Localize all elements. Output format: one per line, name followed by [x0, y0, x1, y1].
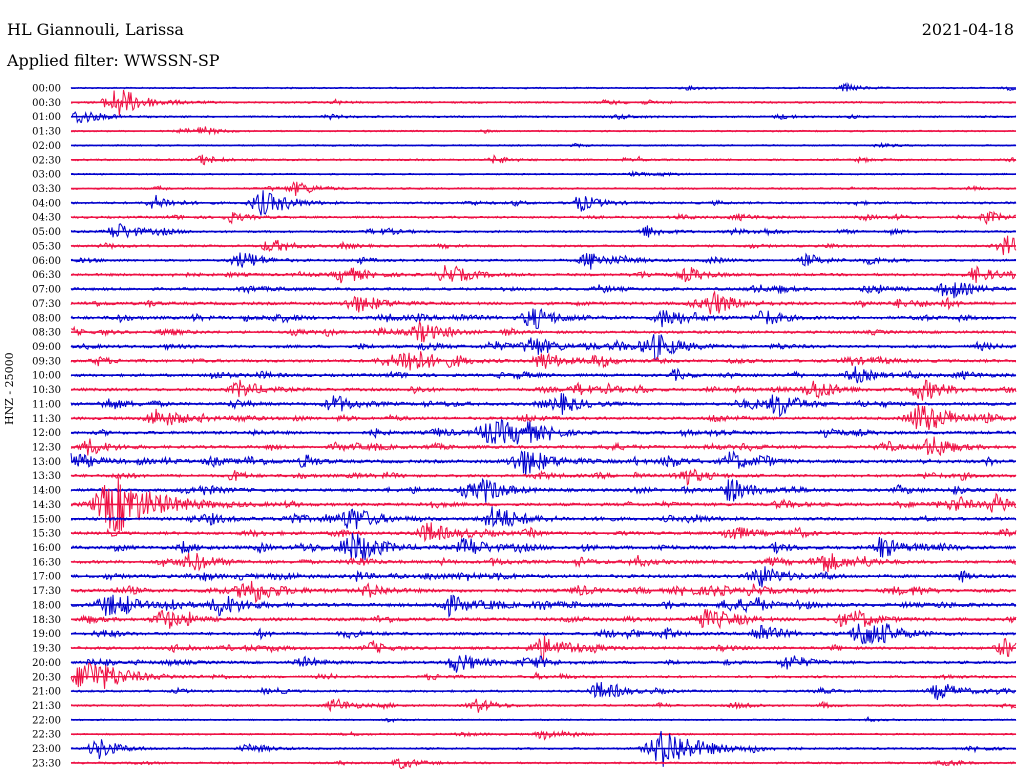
row-time-label: 22:00: [32, 715, 61, 726]
row-time-label: 15:30: [32, 529, 61, 540]
row-time-label: 04:30: [32, 213, 61, 224]
row-time-label: 20:00: [32, 658, 61, 669]
row-time-label: 21:30: [32, 701, 61, 712]
row-time-label: 21:00: [32, 687, 61, 698]
row-time-label: 03:30: [32, 184, 61, 195]
row-time-label: 02:30: [32, 155, 61, 166]
trace-2230: [70, 729, 1017, 741]
row-time-label: 23:00: [32, 744, 61, 755]
trace-1800: [70, 594, 1017, 619]
row-time-label: 01:00: [32, 112, 61, 123]
row-time-label: 13:00: [32, 457, 61, 468]
row-time-label: 03:00: [32, 170, 61, 181]
station-title: HL Giannouli, Larissa: [7, 20, 184, 39]
trace-1600: [71, 532, 1016, 562]
row-time-label: 08:00: [32, 313, 61, 324]
row-time-label: 20:30: [32, 672, 61, 683]
row-time-label: 09:30: [32, 356, 61, 367]
row-time-label: 18:00: [32, 600, 61, 611]
row-time-label: 18:30: [32, 615, 61, 626]
row-time-label: 09:00: [32, 342, 61, 353]
trace-1230: [70, 436, 1017, 457]
row-time-label: 15:00: [32, 514, 61, 525]
trace-1330: [70, 468, 1017, 486]
row-time-label: 12:00: [32, 428, 61, 439]
row-time-label: 10:30: [32, 385, 61, 396]
trace-0500: [70, 223, 1017, 239]
trace-1130: [70, 404, 1017, 430]
row-time-label: 00:30: [32, 98, 61, 109]
row-time-label: 19:30: [32, 644, 61, 655]
row-time-label: 00:00: [32, 84, 61, 95]
row-time-label: 14:00: [32, 486, 61, 497]
record-date: 2021-04-18: [921, 20, 1014, 39]
row-time-label: 08:30: [32, 328, 61, 339]
tick-label-group: 00:00 00:30 01:00 01:30 02:00 02:30 03:00 03:30…: [32, 84, 61, 770]
trace-1530: [70, 522, 1017, 543]
row-time-label: 11:30: [32, 414, 61, 425]
row-time-label: 10:00: [32, 371, 61, 382]
row-time-label: 06:30: [32, 270, 61, 281]
row-time-label: 11:00: [32, 399, 61, 410]
row-time-label: 07:00: [32, 285, 61, 296]
row-time-label: 06:00: [32, 256, 61, 267]
row-time-label: 16:00: [32, 543, 61, 554]
row-time-label: 04:00: [32, 198, 61, 209]
row-time-label: 13:30: [32, 471, 61, 482]
trace-1400: [70, 477, 1017, 503]
trace-group: [70, 82, 1017, 770]
row-time-label: 23:30: [32, 758, 61, 769]
row-time-label: 01:30: [32, 127, 61, 138]
row-time-label: 05:30: [32, 241, 61, 252]
row-time-label: 02:00: [32, 141, 61, 152]
trace-1500: [70, 506, 1017, 530]
trace-1000: [70, 366, 1017, 384]
trace-0930: [70, 351, 1017, 371]
row-time-label: 07:30: [32, 299, 61, 310]
row-time-label: 22:30: [32, 730, 61, 741]
row-time-label: 14:30: [32, 500, 61, 511]
row-time-label: 12:30: [32, 443, 61, 454]
row-time-label: 05:00: [32, 227, 61, 238]
trace-0700: [70, 282, 1017, 299]
row-time-label: 17:00: [32, 572, 61, 583]
trace-2330: [70, 758, 1017, 770]
row-time-label: 17:30: [32, 586, 61, 597]
row-time-label: 16:30: [32, 557, 61, 568]
trace-1930: [70, 635, 1017, 662]
row-time-label: 19:00: [32, 629, 61, 640]
trace-1300: [70, 449, 1016, 477]
trace-0130: [70, 126, 1017, 136]
applied-filter: Applied filter: WWSSN-SP: [7, 51, 220, 70]
